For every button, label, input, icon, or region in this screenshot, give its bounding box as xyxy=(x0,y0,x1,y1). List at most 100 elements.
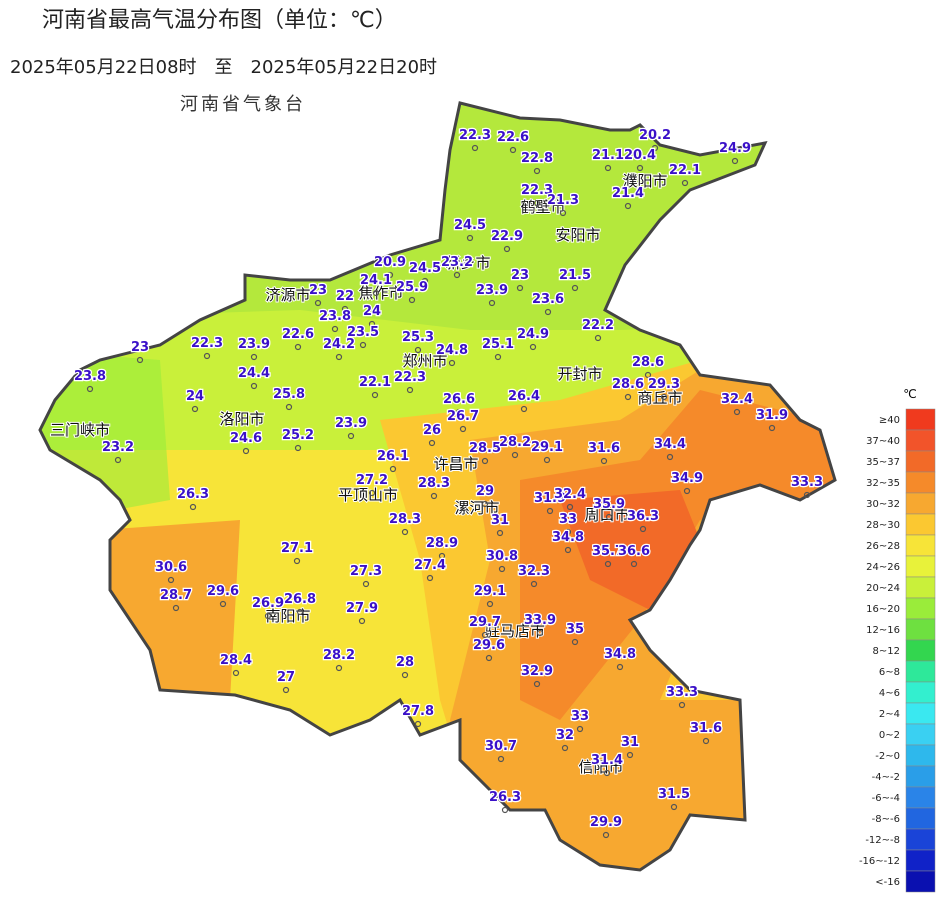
station-dot xyxy=(733,408,741,416)
station-dot xyxy=(503,245,511,253)
station-value: 31.6 xyxy=(588,441,620,456)
station-dot xyxy=(486,600,494,608)
station-value: 21.3 xyxy=(547,193,579,208)
legend-label: <-16 xyxy=(875,877,900,888)
agency: 河南省气象台 xyxy=(180,94,306,115)
station-value: 28 xyxy=(396,655,414,670)
station-dot xyxy=(296,608,304,616)
station-value: 24 xyxy=(186,389,204,404)
station-dot xyxy=(571,638,579,646)
station-dot xyxy=(335,353,343,361)
station-value: 22.9 xyxy=(491,229,523,244)
station-value: 20.2 xyxy=(639,128,671,143)
station-dot xyxy=(368,320,376,328)
station-dot xyxy=(561,744,569,752)
station-value: 32.4 xyxy=(721,392,753,407)
station-value: 25.1 xyxy=(482,337,514,352)
station-value: 23 xyxy=(309,283,327,298)
station-dot xyxy=(362,580,370,588)
station-dot xyxy=(453,271,461,279)
station-dot xyxy=(389,465,397,473)
legend-swatch xyxy=(905,639,936,662)
station-value: 28.6 xyxy=(612,377,644,392)
station-value: 25.9 xyxy=(396,280,428,295)
city-label: 焦作市 xyxy=(358,284,403,302)
station-dot xyxy=(533,199,541,207)
station-dot xyxy=(408,296,416,304)
station-dot xyxy=(294,444,302,452)
station-dot xyxy=(566,503,574,511)
station-dot xyxy=(438,552,446,560)
station-dot xyxy=(347,432,355,440)
station-dot xyxy=(428,439,436,447)
station-value: 31 xyxy=(491,513,509,528)
legend-label: 16~20 xyxy=(866,604,900,615)
station-value: 35.7 xyxy=(592,544,624,559)
station-value: 28.6 xyxy=(632,355,664,370)
station-value: 27 xyxy=(277,670,295,685)
station-dot xyxy=(731,157,739,165)
legend-swatch xyxy=(905,618,936,641)
station-value: 35 xyxy=(566,622,584,637)
station-value: 31.6 xyxy=(690,721,722,736)
legend-swatch xyxy=(905,450,936,473)
station-dot xyxy=(414,346,422,354)
station-value: 28.2 xyxy=(499,435,531,450)
station-value: 29.7 xyxy=(469,615,501,630)
station-dot xyxy=(421,277,429,285)
station-value: 33 xyxy=(571,709,589,724)
station-value: 31.9 xyxy=(534,491,566,506)
station-dot xyxy=(602,831,610,839)
station-dot xyxy=(544,308,552,316)
legend-label: -6~-4 xyxy=(872,793,900,804)
station-dot xyxy=(516,284,524,292)
station-value: 26.3 xyxy=(177,487,209,502)
station-value: 29.6 xyxy=(207,584,239,599)
legend-label: 30~32 xyxy=(866,499,900,510)
legend: ℃ ≥40 37~40 35~37 32~35 30~32 28~30 26~28 24~26 2… xyxy=(859,387,936,893)
station-value: 33 xyxy=(559,512,577,527)
station-value: 23.2 xyxy=(441,255,473,270)
legend-swatch xyxy=(905,723,936,746)
station-value: 30.6 xyxy=(155,560,187,575)
legend-swatch xyxy=(905,807,936,830)
station-dot xyxy=(678,701,686,709)
legend-label: 20~24 xyxy=(866,583,900,594)
station-dot xyxy=(250,353,258,361)
station-dot xyxy=(530,580,538,588)
legend-swatch xyxy=(905,765,936,788)
legend-swatch xyxy=(905,870,936,893)
legend-swatch xyxy=(905,576,936,599)
legend-label: 0~2 xyxy=(879,730,900,741)
station-value: 36.3 xyxy=(627,509,659,524)
station-dot xyxy=(264,612,272,620)
station-dot xyxy=(401,671,409,679)
station-value: 29.1 xyxy=(474,584,506,599)
station-dot xyxy=(564,546,572,554)
station-value: 30.8 xyxy=(486,549,518,564)
city-label: 鹤壁市 xyxy=(520,198,565,216)
station-value: 28.4 xyxy=(220,653,252,668)
station-value: 23.9 xyxy=(238,337,270,352)
station-value: 26.6 xyxy=(443,392,475,407)
station-dot xyxy=(651,144,659,152)
city-label: 洛阳市 xyxy=(219,410,264,428)
station-value: 28.3 xyxy=(418,476,450,491)
station-dot xyxy=(335,664,343,672)
station-value: 22.6 xyxy=(497,130,529,145)
station-dot xyxy=(644,371,652,379)
station-value: 35.9 xyxy=(593,497,625,512)
station-value: 31.5 xyxy=(658,787,690,802)
legend-label: 8~12 xyxy=(873,646,900,657)
legend-label: 37~40 xyxy=(866,436,900,447)
legend-label: 2~4 xyxy=(879,709,900,720)
station-dot xyxy=(497,755,505,763)
legend-label: -8~-6 xyxy=(872,814,900,825)
station-value: 24.4 xyxy=(238,366,270,381)
station-dot xyxy=(600,457,608,465)
station-value: 24.9 xyxy=(517,327,549,342)
station-dot xyxy=(359,341,367,349)
station-value: 29.9 xyxy=(590,815,622,830)
station-value: 32.4 xyxy=(554,487,586,502)
station-dot xyxy=(520,405,528,413)
